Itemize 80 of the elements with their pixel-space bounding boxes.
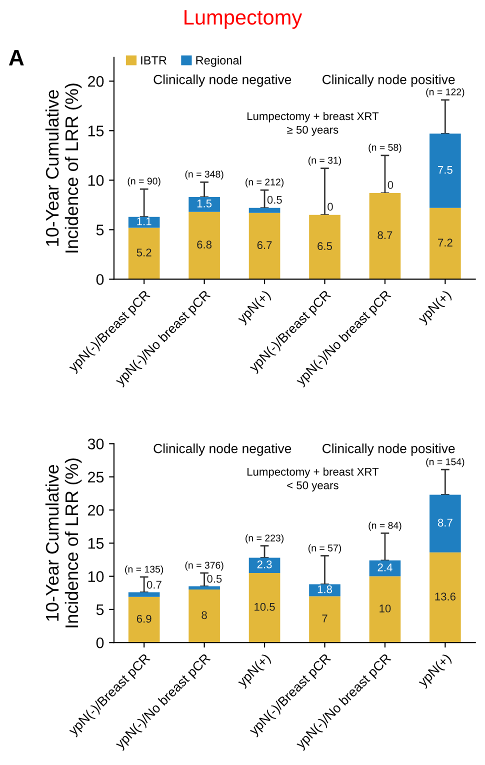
legend-label: Regional <box>196 56 242 67</box>
bar <box>430 208 461 280</box>
y-tick-label: 10 <box>88 175 104 186</box>
bar <box>309 596 340 643</box>
bar <box>430 494 461 552</box>
data-label: 8.7 <box>438 518 452 527</box>
y-tick-label: 25 <box>88 472 104 483</box>
data-label: 1.8 <box>318 585 332 594</box>
data-label: 0 <box>388 181 394 189</box>
data-label: 6.5 <box>318 242 332 250</box>
bar <box>369 193 401 280</box>
data-label: 8.7 <box>378 231 392 240</box>
data-label: 7.2 <box>438 238 452 246</box>
data-label: 1.1 <box>137 218 152 226</box>
y-tick-label: 15 <box>88 126 104 136</box>
annotation: (n = 31) <box>308 156 342 166</box>
annotation: (n = 135) <box>125 566 164 575</box>
bar <box>248 572 280 643</box>
data-label: 10 <box>380 604 391 612</box>
bar <box>248 208 280 213</box>
data-label: 2.4 <box>378 563 392 572</box>
data-label: 10.5 <box>254 602 275 611</box>
y-tick-label: 20 <box>88 76 104 87</box>
bar <box>248 212 280 280</box>
data-label: 7 <box>322 614 328 622</box>
y-tick-label: 0 <box>96 637 104 648</box>
bar <box>188 590 220 643</box>
y-tick-label: 5 <box>96 224 104 236</box>
bar <box>369 560 401 576</box>
annotation: Clinically node positive <box>322 444 455 456</box>
annotation: (n = 223) <box>246 534 284 544</box>
annotation: (n = 122) <box>426 88 464 98</box>
annotation: (n = 57) <box>308 544 342 554</box>
annotation: (n = 376) <box>185 562 224 571</box>
chart-title: Lumpectomy <box>184 10 302 29</box>
data-label: 6.7 <box>257 241 272 250</box>
y-axis-title: 10-Year Cumulative Incidence of LRR (%) <box>45 458 82 628</box>
legend-label: IBTR <box>141 56 166 64</box>
y-tick-label: 15 <box>88 538 104 549</box>
data-label: 0.7 <box>146 580 162 589</box>
bar <box>128 592 160 597</box>
bar <box>128 228 160 280</box>
data-label: 7.5 <box>438 166 452 174</box>
bar <box>128 596 160 643</box>
y-tick-label: 30 <box>88 438 104 450</box>
y-tick-label: 0 <box>96 274 104 285</box>
bar <box>188 586 220 590</box>
annotation: (n = 154) <box>426 458 464 468</box>
bar <box>430 552 461 643</box>
data-label: 6.9 <box>136 614 152 623</box>
data-label: 0 <box>328 202 333 211</box>
data-label: 0.5 <box>267 196 282 204</box>
annotation: Lumpectomy + breast XRT < 50 years <box>247 468 379 492</box>
annotation: (n = 348) <box>185 170 224 180</box>
data-label: 1.5 <box>197 200 212 208</box>
y-tick-label: 10 <box>88 571 104 582</box>
annotation: Clinically node negative <box>154 74 292 87</box>
bar <box>188 212 220 280</box>
annotation: Clinically node negative <box>154 444 292 456</box>
annotation: (n = 90) <box>128 177 160 186</box>
annotation: (n = 84) <box>368 522 402 531</box>
text: A <box>8 50 24 66</box>
data-label: 6.8 <box>197 240 212 249</box>
data-label: 0.5 <box>207 574 222 583</box>
bar <box>188 197 220 212</box>
data-label: 2.3 <box>257 560 272 568</box>
annotation: (n = 212) <box>246 178 284 188</box>
annotation: (n = 58) <box>368 144 402 153</box>
y-axis-title: 10-Year Cumulative Incidence of LRR (%) <box>45 84 82 252</box>
data-label: 5.2 <box>136 248 152 256</box>
bar <box>369 576 401 643</box>
annotation: Clinically node positive <box>322 74 455 87</box>
bar <box>248 558 280 573</box>
bar <box>309 214 340 280</box>
y-tick-label: 5 <box>96 604 104 616</box>
annotation: Lumpectomy + breast XRT ≥ 50 years <box>247 112 379 136</box>
data-label: 8 <box>202 611 207 620</box>
data-label: 13.6 <box>435 592 456 600</box>
y-tick-label: 20 <box>88 504 104 516</box>
bar <box>430 134 461 208</box>
